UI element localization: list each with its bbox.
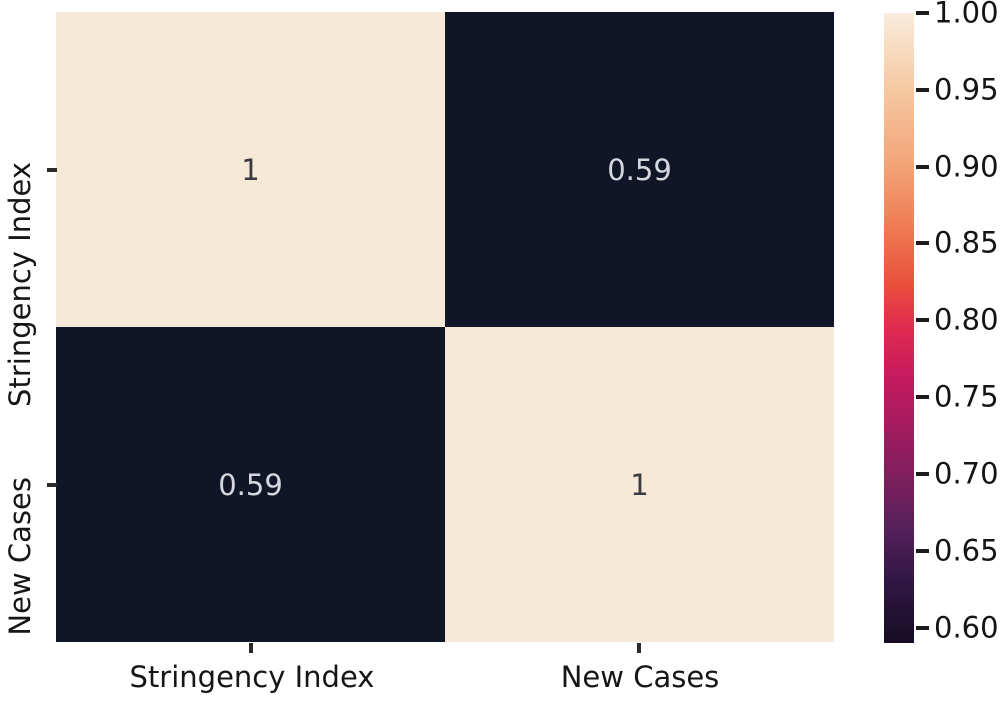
cell-annotation: 0.59 [218, 467, 283, 502]
heatmap-cell-1-1: 1 [445, 327, 834, 642]
x-tick-label-stringency-index: Stringency Index [129, 660, 375, 694]
heatmap-cell-0-0: 1 [56, 12, 445, 327]
colorbar-tick-0.60 [916, 625, 929, 630]
colorbar-tick-0.70 [916, 471, 929, 476]
cell-annotation: 0.59 [607, 152, 672, 187]
x-axis-tick-1 [637, 643, 641, 653]
y-axis-tick-0 [47, 168, 57, 172]
colorbar-tick-label-0.80: 0.80 [934, 302, 999, 337]
cell-annotation: 1 [630, 467, 649, 502]
colorbar-gradient [884, 13, 914, 643]
y-tick-label-stringency-index: Stringency Index [3, 162, 37, 407]
y-axis-tick-1 [47, 483, 57, 487]
colorbar-tick-1.00 [916, 11, 929, 15]
cell-annotation: 1 [241, 152, 260, 187]
x-axis-tick-0 [249, 643, 253, 653]
colorbar-tick-label-0.95: 0.95 [934, 72, 999, 107]
y-tick-label-new-cases: New Cases [3, 477, 37, 636]
heatmap-cell-1-0: 0.59 [56, 327, 445, 642]
colorbar-tick-0.65 [916, 548, 929, 553]
colorbar-tick-0.80 [916, 318, 929, 323]
colorbar-tick-label-0.85: 0.85 [934, 225, 999, 260]
colorbar-tick-0.95 [916, 87, 929, 92]
colorbar-tick-label-0.90: 0.90 [934, 149, 999, 184]
colorbar-tick-0.75 [916, 395, 929, 400]
colorbar-tick-label-1.00: 1.00 [934, 0, 999, 30]
x-tick-label-new-cases: New Cases [560, 660, 720, 694]
colorbar-tick-0.90 [916, 164, 929, 169]
colorbar-tick-label-0.60: 0.60 [934, 610, 999, 645]
colorbar-tick-label-0.70: 0.70 [934, 456, 999, 491]
colorbar: 1.00 0.95 0.90 0.85 0.80 0.75 0.70 0.65 0.60 [884, 0, 1000, 645]
colorbar-tick-label-0.65: 0.65 [934, 533, 999, 568]
colorbar-tick-label-0.75: 0.75 [934, 379, 999, 414]
colorbar-tick-0.85 [916, 241, 929, 246]
heatmap-grid: 1 0.59 0.59 1 [56, 12, 834, 642]
heatmap-cell-0-1: 0.59 [445, 12, 834, 327]
